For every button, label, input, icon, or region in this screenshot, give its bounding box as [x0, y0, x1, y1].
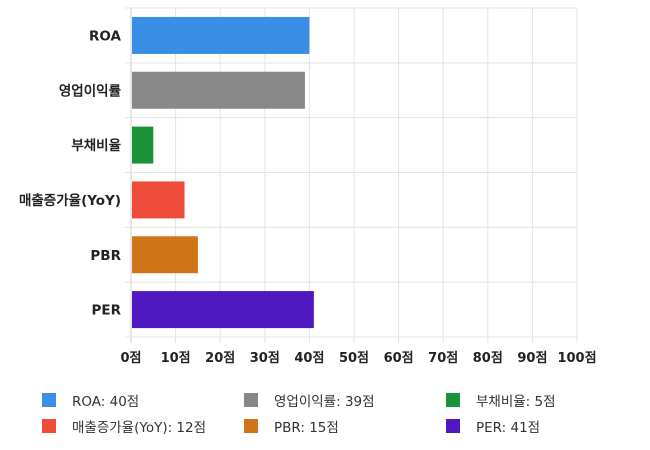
category-label: PER	[91, 303, 121, 319]
x-tick-label: 80점	[473, 351, 503, 366]
bar[interactable]	[132, 16, 310, 54]
bar[interactable]	[132, 291, 314, 329]
category-label: ROA	[89, 28, 122, 44]
x-tick-label: 60점	[384, 351, 414, 366]
x-tick-label: 30점	[250, 351, 280, 366]
bar[interactable]	[132, 236, 198, 274]
x-tick-label: 100점	[557, 351, 596, 366]
x-tick-label: 50점	[339, 351, 369, 366]
x-tick-label: 40점	[294, 351, 324, 366]
category-label: 부채비율	[71, 137, 121, 154]
x-tick-label: 10점	[161, 351, 191, 366]
legend-swatch-revenue-growth	[42, 419, 56, 433]
legend-swatch-debt-ratio	[446, 393, 460, 407]
legend-item-operating-margin[interactable]: 영업이익률: 39점	[244, 390, 446, 410]
bar[interactable]	[132, 71, 305, 109]
legend-item-pbr[interactable]: PBR: 15점	[244, 416, 446, 436]
category-label: PBR	[90, 248, 121, 264]
x-tick-label: 0점	[120, 351, 141, 366]
legend-item-roa[interactable]: ROA: 40점	[42, 390, 244, 410]
grid-lines	[125, 7, 578, 343]
legend-swatch-per	[446, 419, 460, 433]
legend-swatch-pbr	[244, 419, 258, 433]
bars	[132, 16, 314, 329]
legend-label-per: PER: 41점	[476, 420, 541, 436]
legend-label-roa: ROA: 40점	[72, 394, 140, 410]
x-tick-label: 20점	[205, 351, 235, 366]
legend-item-debt-ratio[interactable]: 부채비율: 5점	[446, 390, 636, 410]
x-tick-label: 70점	[428, 351, 458, 366]
legend-label-operating-margin: 영업이익률: 39점	[274, 394, 375, 410]
legend-item-per[interactable]: PER: 41점	[446, 416, 636, 436]
x-tick-label: 90점	[517, 351, 547, 366]
legend-swatch-roa	[42, 393, 56, 407]
x-tick-labels: 0점 10점 20점 30점 40점 50점 60점 70점 80점 90점 100점	[120, 351, 596, 366]
legend-label-debt-ratio: 부채비율: 5점	[476, 394, 556, 410]
legend-swatch-operating-margin	[244, 393, 258, 407]
category-label: 매출증가율(YoY)	[19, 192, 121, 209]
legend-label-revenue-growth: 매출증가율(YoY): 12점	[72, 420, 207, 436]
bar[interactable]	[132, 181, 185, 219]
legend: ROA: 40점 영업이익률: 39점 부채비율: 5점 매출증가율(YoY):…	[42, 390, 642, 436]
legend-item-revenue-growth[interactable]: 매출증가율(YoY): 12점	[42, 416, 244, 436]
bar[interactable]	[132, 126, 154, 164]
legend-label-pbr: PBR: 15점	[274, 420, 339, 436]
category-label: 영업이익률	[59, 82, 122, 99]
